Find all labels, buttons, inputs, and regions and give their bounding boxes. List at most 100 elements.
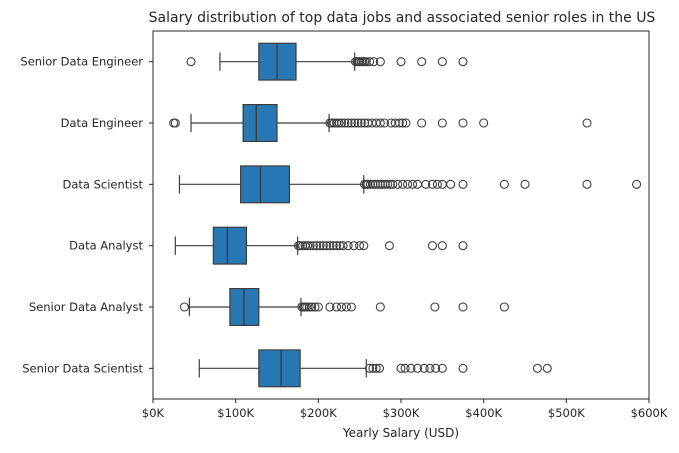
x-tick-label: $300K	[383, 406, 420, 420]
outlier-point	[313, 302, 323, 312]
outlier-point	[430, 302, 440, 312]
outlier-point	[374, 363, 385, 373]
outlier-point	[400, 363, 410, 373]
outlier-point	[419, 363, 429, 373]
outlier-point	[368, 179, 378, 189]
outlier-point	[304, 302, 314, 312]
outlier-point	[437, 179, 447, 189]
y-tick-label: Data Engineer	[61, 116, 144, 130]
x-tick-label: $0K	[142, 406, 165, 420]
outlier-point	[394, 118, 404, 128]
outlier-point	[186, 57, 196, 67]
x-tick-label: $100K	[217, 406, 254, 420]
outlier-point	[458, 118, 468, 128]
outlier-point	[295, 241, 305, 251]
outlier-point	[360, 118, 370, 128]
y-tick-label: Senior Data Scientist	[22, 361, 143, 375]
outlier-point	[346, 302, 356, 312]
outlier-point	[327, 118, 337, 128]
outlier-point	[336, 302, 347, 312]
outlier-point	[343, 118, 353, 128]
outlier-point	[375, 57, 385, 67]
outlier-point	[403, 179, 413, 189]
outlier-point	[479, 118, 489, 128]
outlier-point	[379, 118, 390, 128]
outlier-point	[310, 302, 320, 312]
outlier-point	[393, 179, 403, 189]
plot-frame	[152, 30, 650, 400]
outlier-point	[408, 179, 418, 189]
outlier-point	[363, 179, 373, 189]
outlier-point	[458, 179, 468, 189]
outlier-point	[417, 118, 427, 128]
outlier-point	[427, 241, 437, 251]
outlier-point	[331, 241, 342, 251]
outlier-point	[305, 241, 315, 251]
outlier-point	[349, 241, 359, 251]
outlier-point	[421, 179, 431, 189]
box-iqr	[242, 103, 278, 142]
outlier-point	[582, 179, 592, 189]
outlier-point	[365, 179, 375, 189]
outlier-point	[632, 179, 642, 189]
x-axis: $0K $100K $200K $300K $400K $500K $600K	[142, 399, 668, 420]
y-tick-label: Data Analyst	[69, 239, 143, 253]
x-tick-label: $200K	[300, 406, 337, 420]
outlier-point	[396, 363, 406, 373]
outlier-point	[458, 241, 468, 251]
outlier-point	[328, 241, 338, 251]
outlier-point	[427, 179, 437, 189]
outlier-point	[437, 57, 447, 67]
chart-title: Salary distribution of top data jobs and…	[149, 10, 656, 26]
outlier-point	[308, 241, 318, 251]
outlier-point	[378, 179, 388, 189]
outlier-point	[298, 241, 308, 251]
outlier-point	[373, 179, 383, 189]
y-axis: Senior Data Engineer Data Engineer Data Sc…	[20, 55, 153, 375]
outlier-point	[331, 302, 342, 312]
outlier-point	[412, 179, 423, 189]
y-tick-label: Senior Data Analyst	[29, 300, 144, 314]
box-iqr	[212, 226, 248, 265]
outlier-point	[582, 118, 592, 128]
outlier-point	[343, 241, 353, 251]
outlier-point	[375, 302, 385, 312]
outlier-point	[437, 363, 447, 373]
outlier-point	[446, 179, 456, 189]
outlier-point	[412, 363, 423, 373]
x-tick-label: $400K	[465, 406, 502, 420]
outlier-point	[346, 118, 356, 128]
outlier-point	[390, 118, 400, 128]
outlier-point	[417, 57, 427, 67]
outlier-point	[353, 118, 363, 128]
outlier-point	[336, 118, 347, 128]
outlier-point	[325, 241, 335, 251]
x-tick-label: $500K	[548, 406, 585, 420]
outlier-point	[365, 57, 375, 67]
outlier-point	[329, 118, 339, 128]
box-iqr	[240, 165, 290, 204]
outlier-point	[437, 241, 447, 251]
y-tick-label: Senior Data Engineer	[20, 55, 143, 69]
outlier-point	[499, 302, 509, 312]
outlier-point	[406, 363, 416, 373]
outlier-point	[532, 363, 542, 373]
outlier-point	[322, 241, 332, 251]
outlier-point	[307, 302, 317, 312]
outlier-point	[396, 57, 406, 67]
outlier-point	[341, 302, 351, 312]
outlier-point	[359, 241, 369, 251]
outlier-point	[179, 302, 189, 312]
outlier-point	[458, 302, 468, 312]
outlier-point	[383, 179, 393, 189]
outlier-point	[325, 302, 335, 312]
outlier-point	[458, 363, 468, 373]
outlier-point	[401, 118, 411, 128]
outlier-point	[398, 179, 408, 189]
outlier-point	[520, 179, 530, 189]
outlier-point	[458, 57, 468, 67]
outlier-point	[542, 363, 552, 373]
outlier-point	[303, 241, 313, 251]
outlier-point	[338, 241, 348, 251]
outlier-point	[350, 118, 360, 128]
